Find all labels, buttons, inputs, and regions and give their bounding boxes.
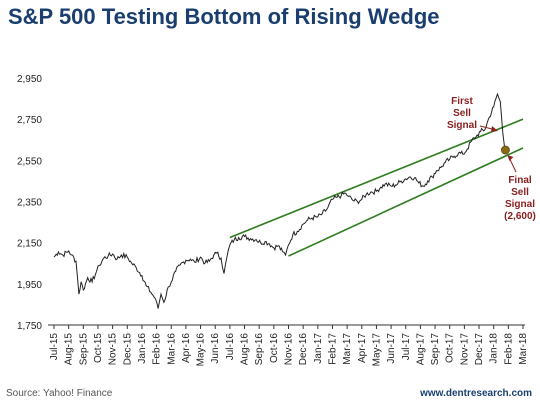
x-tick-label: Jul-15 [49,333,60,361]
x-tick-label: Mar-16 [166,333,177,365]
y-tick-label: 2,150 [17,239,42,250]
x-axis-ticks: Jul-15 Aug-15 Sep-15 Oct-15 Nov-15 Dec-15 Jan-… [49,325,529,366]
x-tick-label: Mar-18 [518,333,529,365]
x-tick-label: Feb-18 [503,333,514,365]
x-tick-label: Feb-16 [152,333,163,365]
final-sell-label: (2,600) [504,211,536,222]
x-tick-label: Oct-15 [93,333,104,363]
x-tick-label: Aug-16 [240,333,251,366]
x-tick-label: Sep-17 [430,333,441,366]
x-tick-label: Jan-17 [313,333,324,364]
x-tick-label: Jan-16 [137,333,148,364]
y-tick-label: 1,750 [17,321,42,332]
x-tick-label: Nov-17 [459,333,470,366]
first-sell-label: Signal [447,120,477,131]
x-tick-label: May-16 [196,333,207,367]
final-sell-label: Final [508,175,532,186]
x-tick-label: May-17 [371,333,382,367]
final-sell-label: Signal [505,199,535,210]
final-sell-arrowhead [507,155,514,162]
wedge-lower-line [288,147,524,257]
x-tick-label: Jul-16 [225,333,236,361]
first-sell-label: Sell [453,108,471,119]
x-tick-label: Aug-17 [415,333,426,366]
x-tick-label: Dec-15 [122,333,133,366]
x-tick-label: Dec-17 [474,333,485,366]
wedge-lines [229,118,524,257]
x-tick-label: Sep-15 [78,333,89,366]
final-sell-label: Sell [511,187,529,198]
final-sell-dot [501,145,510,155]
x-tick-label: Nov-16 [284,333,295,366]
y-tick-label: 2,750 [17,115,42,126]
y-tick-label: 2,350 [17,198,42,209]
x-tick-label: Jun-17 [386,333,397,364]
x-tick-label: Mar-17 [342,333,353,365]
x-tick-label: Feb-17 [327,333,338,365]
chart-title: S&P 500 Testing Bottom of Rising Wedge [8,4,440,29]
x-tick-label: Apr-17 [357,333,368,363]
x-tick-label: Nov-15 [108,333,119,366]
y-tick-label: 1,950 [17,280,42,291]
first-sell-arrowhead [491,126,498,132]
price-series [53,92,506,309]
x-tick-label: Aug-15 [64,333,75,366]
source-note: Source: Yahoo! Finance [6,388,113,399]
x-tick-label: Sep-16 [254,333,265,366]
y-axis-ticks: 1,750 1,950 2,150 2,350 2,550 2,750 2,950 [17,74,42,332]
x-tick-label: Dec-16 [298,333,309,366]
y-tick-label: 2,550 [17,156,42,167]
y-tick-label: 2,950 [17,74,42,85]
price-line [53,92,506,309]
x-tick-label: Jan-18 [489,333,500,364]
x-tick-label: Jun-16 [210,333,221,364]
first-sell-label: First [451,96,473,107]
x-tick-label: Oct-17 [445,333,456,363]
x-tick-label: Jul-17 [401,333,412,361]
x-tick-label: Oct-16 [269,333,280,363]
wedge-upper-line [229,118,524,239]
website-link[interactable]: www.dentresearch.com [420,388,532,399]
x-tick-label: Apr-16 [181,333,192,363]
